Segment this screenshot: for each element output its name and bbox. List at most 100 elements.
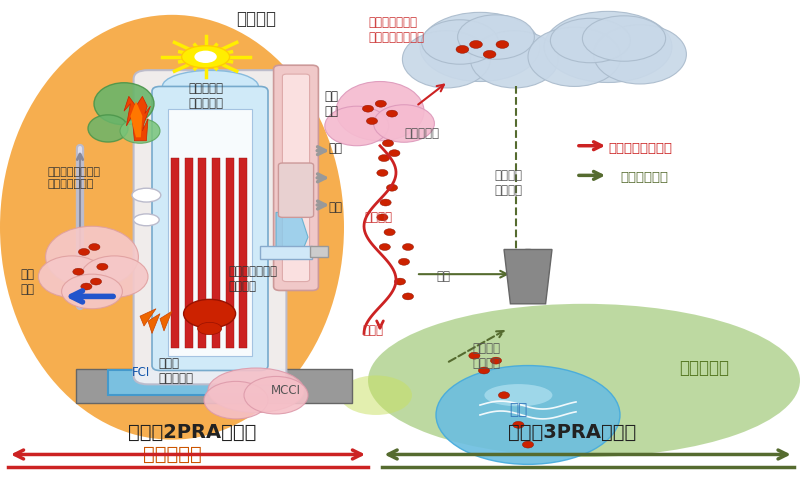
Text: オンサイト: オンサイト (142, 445, 202, 464)
FancyBboxPatch shape (260, 246, 312, 259)
Ellipse shape (368, 304, 800, 457)
FancyBboxPatch shape (168, 109, 252, 356)
Text: 放射性物質の移行: 放射性物質の移行 (608, 142, 672, 155)
Text: クラウド
シャイン: クラウド シャイン (494, 169, 522, 197)
Polygon shape (124, 96, 150, 141)
FancyBboxPatch shape (152, 86, 268, 370)
Text: 静的
荷重: 静的 荷重 (324, 90, 338, 118)
Text: レベル2PRAの範囲: レベル2PRAの範囲 (128, 423, 256, 442)
Circle shape (386, 184, 398, 191)
Polygon shape (504, 249, 552, 304)
Ellipse shape (184, 299, 236, 328)
Text: 移流・拡散: 移流・拡散 (404, 127, 439, 140)
Text: 事故進展による
放射性物質の放出: 事故進展による 放射性物質の放出 (368, 16, 424, 43)
Text: 加圧: 加圧 (328, 142, 342, 155)
Circle shape (379, 244, 390, 250)
Circle shape (377, 214, 388, 221)
Circle shape (456, 45, 469, 53)
Ellipse shape (94, 83, 154, 125)
Ellipse shape (244, 376, 308, 414)
Ellipse shape (458, 15, 534, 59)
Ellipse shape (340, 375, 412, 415)
Ellipse shape (420, 12, 540, 82)
Circle shape (508, 249, 548, 274)
Ellipse shape (62, 274, 122, 309)
Ellipse shape (544, 11, 672, 82)
Circle shape (384, 229, 395, 236)
Circle shape (496, 41, 509, 48)
Ellipse shape (198, 323, 222, 335)
Text: 事故進展による
炉心溶融: 事故進展による 炉心溶融 (228, 265, 277, 293)
Circle shape (522, 441, 534, 448)
Circle shape (402, 244, 414, 250)
Ellipse shape (550, 18, 630, 63)
FancyBboxPatch shape (134, 70, 286, 384)
FancyBboxPatch shape (185, 158, 193, 348)
Circle shape (483, 50, 496, 58)
Ellipse shape (46, 226, 138, 288)
Text: オフサイト: オフサイト (679, 359, 729, 377)
Circle shape (375, 100, 386, 107)
FancyBboxPatch shape (239, 158, 247, 348)
Polygon shape (130, 101, 142, 137)
Circle shape (469, 352, 480, 359)
Ellipse shape (374, 105, 434, 142)
Text: メルト
スプレッド: メルト スプレッド (158, 357, 194, 384)
Circle shape (490, 357, 502, 364)
FancyBboxPatch shape (108, 370, 280, 395)
Circle shape (513, 421, 524, 428)
Text: 放射線の影響: 放射線の影響 (620, 171, 668, 184)
FancyBboxPatch shape (274, 65, 318, 290)
FancyBboxPatch shape (171, 158, 179, 348)
Text: 格納容器: 格納容器 (236, 10, 276, 28)
Ellipse shape (325, 106, 389, 146)
Text: 海洋: 海洋 (510, 403, 527, 417)
Circle shape (398, 258, 410, 265)
FancyBboxPatch shape (226, 158, 234, 348)
Ellipse shape (38, 256, 106, 297)
FancyBboxPatch shape (282, 74, 310, 282)
Circle shape (90, 278, 102, 285)
Circle shape (73, 268, 84, 275)
Circle shape (402, 293, 414, 300)
Text: 水素混合・
燃料・爆発: 水素混合・ 燃料・爆発 (188, 82, 223, 110)
Ellipse shape (194, 51, 217, 63)
Circle shape (362, 105, 374, 112)
Ellipse shape (88, 115, 128, 142)
Text: 吸入: 吸入 (436, 270, 450, 283)
Text: 成層化・温度分布
対流による混合: 成層化・温度分布 対流による混合 (48, 167, 101, 189)
Text: 加温: 加温 (328, 201, 342, 214)
Text: 再浮遊: 再浮遊 (362, 325, 383, 337)
Ellipse shape (132, 188, 161, 202)
Circle shape (478, 367, 490, 374)
Ellipse shape (182, 46, 230, 68)
Ellipse shape (134, 214, 159, 226)
Circle shape (380, 199, 391, 206)
Ellipse shape (81, 256, 148, 297)
Ellipse shape (402, 31, 490, 88)
Circle shape (394, 278, 406, 285)
Ellipse shape (485, 384, 552, 406)
Circle shape (81, 283, 92, 290)
Circle shape (386, 110, 398, 117)
Ellipse shape (204, 381, 268, 419)
Text: グランド
シャイン: グランド シャイン (472, 342, 500, 370)
Text: MCCI: MCCI (270, 384, 301, 397)
Circle shape (377, 169, 388, 176)
Ellipse shape (0, 15, 344, 440)
Circle shape (366, 118, 378, 124)
Ellipse shape (336, 82, 424, 141)
Ellipse shape (436, 366, 620, 464)
Circle shape (78, 248, 90, 255)
Ellipse shape (422, 20, 498, 64)
Ellipse shape (120, 119, 160, 143)
Ellipse shape (528, 27, 621, 86)
Ellipse shape (162, 71, 258, 103)
Text: 重力沈降: 重力沈降 (364, 211, 392, 224)
Ellipse shape (594, 25, 686, 84)
Circle shape (97, 263, 108, 270)
FancyBboxPatch shape (212, 158, 220, 348)
Ellipse shape (470, 31, 558, 88)
Polygon shape (160, 311, 172, 331)
Circle shape (498, 392, 510, 399)
